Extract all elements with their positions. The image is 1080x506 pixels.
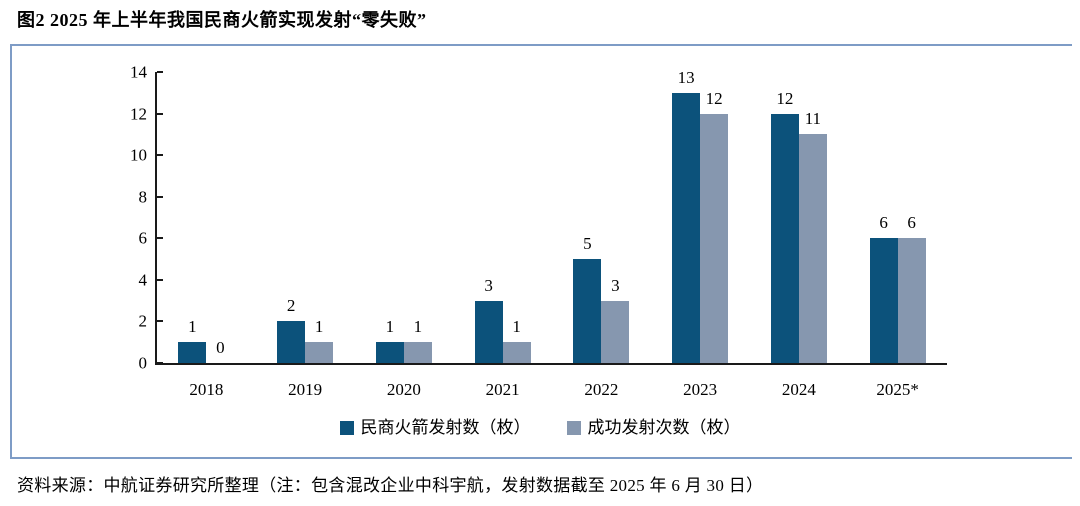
bar-series1: 1	[375, 318, 404, 363]
figure-title: 图2 2025 年上半年我国民商火箭实现发射“零失败”	[17, 10, 427, 30]
x-axis-label: 2022	[584, 380, 619, 399]
y-tick	[157, 362, 163, 364]
y-axis-label: 6	[138, 228, 148, 248]
bar-value-label: 6	[879, 213, 888, 233]
bar-value-label: 12	[705, 88, 723, 108]
bar-value-label: 1	[385, 317, 395, 337]
y-axis-line	[155, 72, 157, 363]
bar-value-label: 3	[484, 275, 493, 295]
bar-value-label: 1	[314, 317, 324, 337]
x-axis-label: 2019	[288, 380, 323, 399]
y-tick	[157, 71, 163, 73]
x-axis-label: 2023	[683, 380, 718, 399]
bar-value-label: 6	[907, 213, 916, 233]
bar-series2: 12	[700, 90, 729, 363]
bar-pair: 12 11	[770, 90, 827, 363]
bar-value-label: 1	[512, 317, 521, 337]
x-axis-label: 2025*	[876, 380, 919, 399]
bar-series1: 6	[869, 214, 898, 363]
y-axis: 0 2 4 6 8 10 12 14	[0, 64, 148, 372]
bar-series1: 1	[178, 318, 207, 363]
left-border	[10, 44, 12, 459]
bar-series1: 13	[672, 69, 701, 363]
y-axis-label: 2	[138, 311, 148, 331]
bar-series1: 3	[474, 277, 503, 363]
bar-value-label: 0	[216, 338, 225, 357]
y-axis-label: 12	[130, 104, 147, 124]
y-axis-label: 14	[130, 62, 147, 82]
bar-series2: 1	[305, 318, 334, 363]
bar-group: 13 12	[651, 69, 750, 363]
y-axis-label: 10	[130, 145, 147, 165]
y-tick	[157, 154, 163, 157]
x-axis-label: 2021	[485, 380, 520, 399]
legend-label: 成功发射次数（枚）	[587, 418, 741, 437]
y-tick	[157, 112, 163, 115]
bar-pair: 13 12	[672, 69, 729, 363]
bar-series2: 1	[502, 318, 531, 363]
bar-value-label: 1	[413, 317, 423, 337]
x-axis-label: 2024	[781, 380, 816, 399]
y-axis-label: 8	[138, 187, 148, 207]
bar-value-label: 13	[677, 67, 695, 87]
bar-value-label: 11	[804, 109, 822, 129]
bar-series1: 5	[573, 235, 602, 363]
x-axis-labels: 2018 2019 2020 2021 2022 2023 2024 2025*	[157, 380, 947, 400]
bar-group: 12 11	[750, 72, 849, 363]
bar-value-label: 12	[776, 88, 794, 108]
bar-series2: 3	[601, 277, 630, 363]
bar-series2: 6	[897, 214, 926, 363]
legend-swatch-icon	[566, 420, 581, 435]
x-axis-label: 2020	[386, 380, 421, 399]
y-tick	[157, 237, 163, 240]
legend-item: 成功发射次数（枚）	[566, 418, 741, 437]
y-tick	[157, 278, 163, 281]
bar-value-label: 3	[611, 275, 620, 295]
legend-item: 民商火箭发射数（枚）	[339, 418, 531, 437]
bottom-divider	[10, 457, 1072, 459]
top-divider	[10, 44, 1072, 46]
legend: 民商火箭发射数（枚） 成功发射次数（枚）	[0, 419, 1080, 436]
y-tick	[157, 320, 163, 323]
plot-area: 1 0 2 1 1 1 3 1 5 3 13 12 12 11 6 6	[155, 69, 947, 365]
bar-value-label: 5	[583, 234, 592, 254]
bar-series1: 2	[277, 297, 306, 363]
y-tick	[157, 195, 163, 198]
bar-value-label: 1	[188, 317, 197, 337]
bar-value-label: 2	[286, 296, 296, 316]
x-axis-label: 2018	[189, 380, 224, 399]
bar-series2: 1	[403, 318, 432, 363]
legend-label: 民商火箭发射数（枚）	[360, 418, 531, 437]
bar-series1: 12	[770, 90, 799, 363]
x-axis-line	[155, 363, 947, 365]
source-note: 资料来源：中航证券研究所整理（注：包含混改企业中科宇航，发射数据截至 2025 …	[17, 476, 764, 495]
y-axis-label: 0	[138, 353, 148, 373]
bar-series2: 11	[798, 110, 827, 363]
y-axis-label: 4	[138, 270, 148, 290]
legend-swatch-icon	[339, 420, 354, 435]
